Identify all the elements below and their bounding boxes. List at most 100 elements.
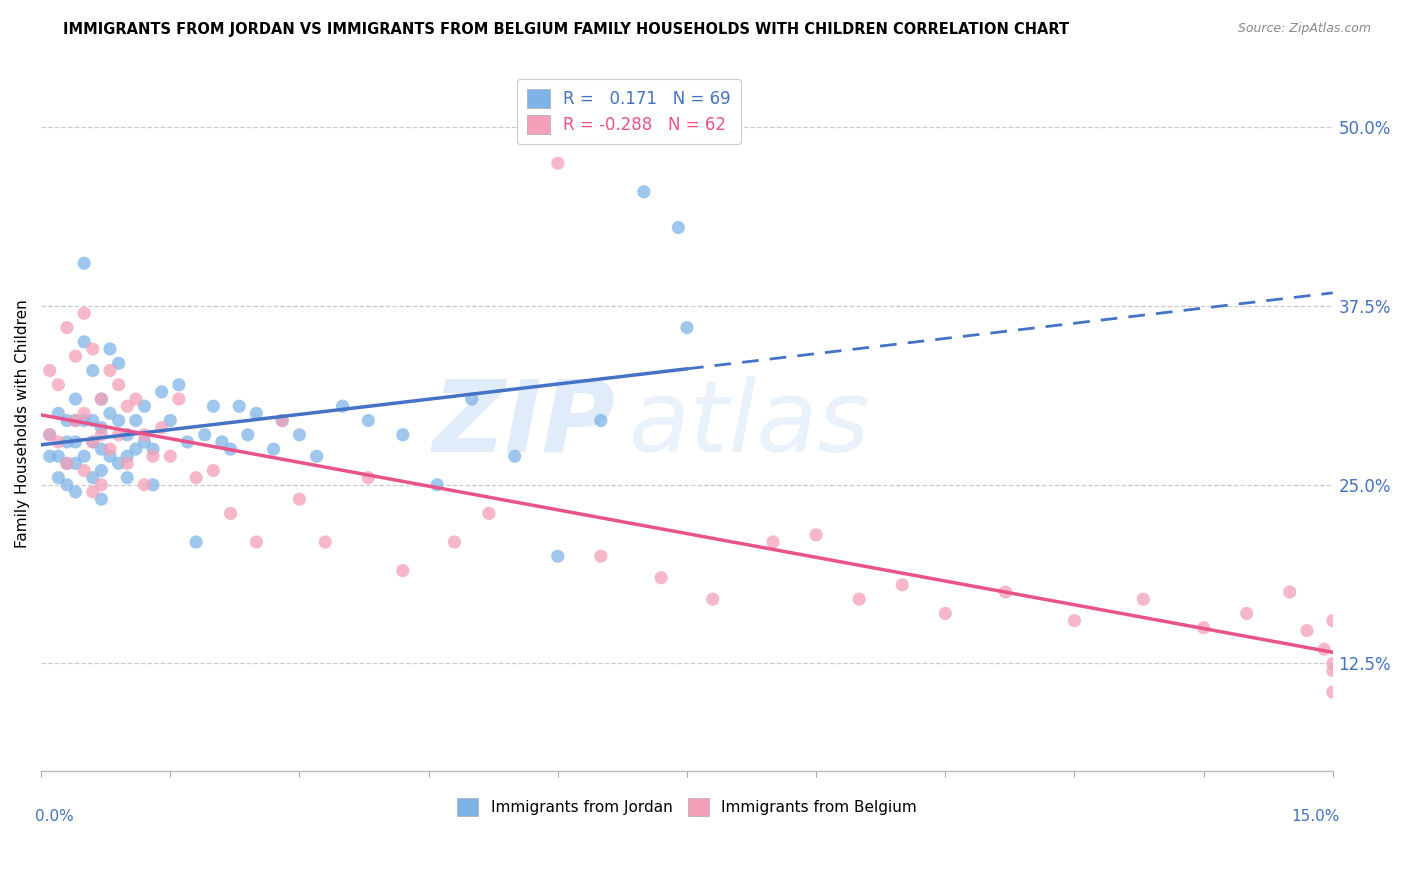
Point [56, 320, 79, 334]
Point [46, 449, 69, 463]
Point [357, 471, 380, 485]
Point [107, 413, 129, 427]
Point [82, 485, 104, 500]
Point [115, 449, 138, 463]
Point [134, 399, 156, 413]
Point [90, 463, 112, 477]
Point [56, 478, 79, 492]
Point [159, 449, 181, 463]
Point [107, 427, 129, 442]
Point [115, 471, 138, 485]
Point [1192, 621, 1215, 635]
Point [150, 420, 173, 434]
Point [98, 406, 121, 420]
Text: Source: ZipAtlas.com: Source: ZipAtlas.com [1237, 22, 1371, 36]
Point [848, 592, 870, 607]
Point [650, 571, 672, 585]
Point [676, 320, 699, 334]
Point [934, 607, 956, 621]
Point [142, 442, 165, 456]
Point [142, 449, 165, 463]
Point [65, 456, 87, 470]
Point [547, 549, 569, 564]
Point [142, 478, 165, 492]
Point [90, 478, 112, 492]
Point [357, 413, 380, 427]
Point [82, 363, 104, 377]
Point [1322, 664, 1344, 678]
Point [994, 585, 1017, 599]
Text: 15.0%: 15.0% [1291, 809, 1340, 824]
Point [90, 392, 112, 406]
Point [228, 399, 250, 413]
Legend: Immigrants from Jordan, Immigrants from Belgium: Immigrants from Jordan, Immigrants from … [451, 792, 924, 822]
Point [167, 377, 190, 392]
Point [391, 427, 413, 442]
Point [271, 413, 294, 427]
Point [194, 427, 217, 442]
Point [38, 363, 60, 377]
Point [98, 442, 121, 456]
Point [1278, 585, 1301, 599]
Point [762, 535, 785, 549]
Point [1236, 607, 1258, 621]
Point [236, 427, 259, 442]
Point [46, 406, 69, 420]
Point [211, 434, 233, 449]
Point [245, 406, 267, 420]
Point [82, 471, 104, 485]
Point [702, 592, 724, 607]
Point [73, 449, 96, 463]
Point [547, 156, 569, 170]
Point [134, 434, 156, 449]
Point [176, 434, 198, 449]
Text: 0.0%: 0.0% [35, 809, 73, 824]
Point [219, 507, 242, 521]
Point [804, 528, 827, 542]
Point [107, 377, 129, 392]
Point [184, 535, 207, 549]
Point [1322, 657, 1344, 671]
Text: ZIP: ZIP [433, 376, 616, 473]
Point [503, 449, 526, 463]
Point [82, 434, 104, 449]
Y-axis label: Family Households with Children: Family Households with Children [15, 300, 30, 549]
Point [426, 478, 449, 492]
Text: atlas: atlas [628, 376, 870, 473]
Point [125, 392, 148, 406]
Point [150, 384, 173, 399]
Point [1313, 642, 1336, 657]
Point [1322, 614, 1344, 628]
Point [73, 334, 96, 349]
Point [167, 392, 190, 406]
Point [666, 220, 689, 235]
Point [125, 413, 148, 427]
Point [1063, 614, 1085, 628]
Point [107, 456, 129, 470]
Point [46, 434, 69, 449]
Point [478, 507, 501, 521]
Point [134, 478, 156, 492]
Point [65, 434, 87, 449]
Point [1322, 685, 1344, 699]
Point [391, 564, 413, 578]
Point [202, 463, 225, 477]
Point [90, 427, 112, 442]
Point [98, 363, 121, 377]
Point [245, 535, 267, 549]
Point [460, 392, 482, 406]
Point [107, 356, 129, 370]
Point [219, 442, 242, 456]
Point [271, 413, 294, 427]
Point [73, 256, 96, 270]
Point [82, 413, 104, 427]
Point [82, 434, 104, 449]
Point [65, 392, 87, 406]
Point [38, 427, 60, 442]
Point [90, 492, 112, 507]
Point [73, 306, 96, 320]
Point [46, 377, 69, 392]
Point [38, 449, 60, 463]
Point [65, 485, 87, 500]
Point [98, 449, 121, 463]
